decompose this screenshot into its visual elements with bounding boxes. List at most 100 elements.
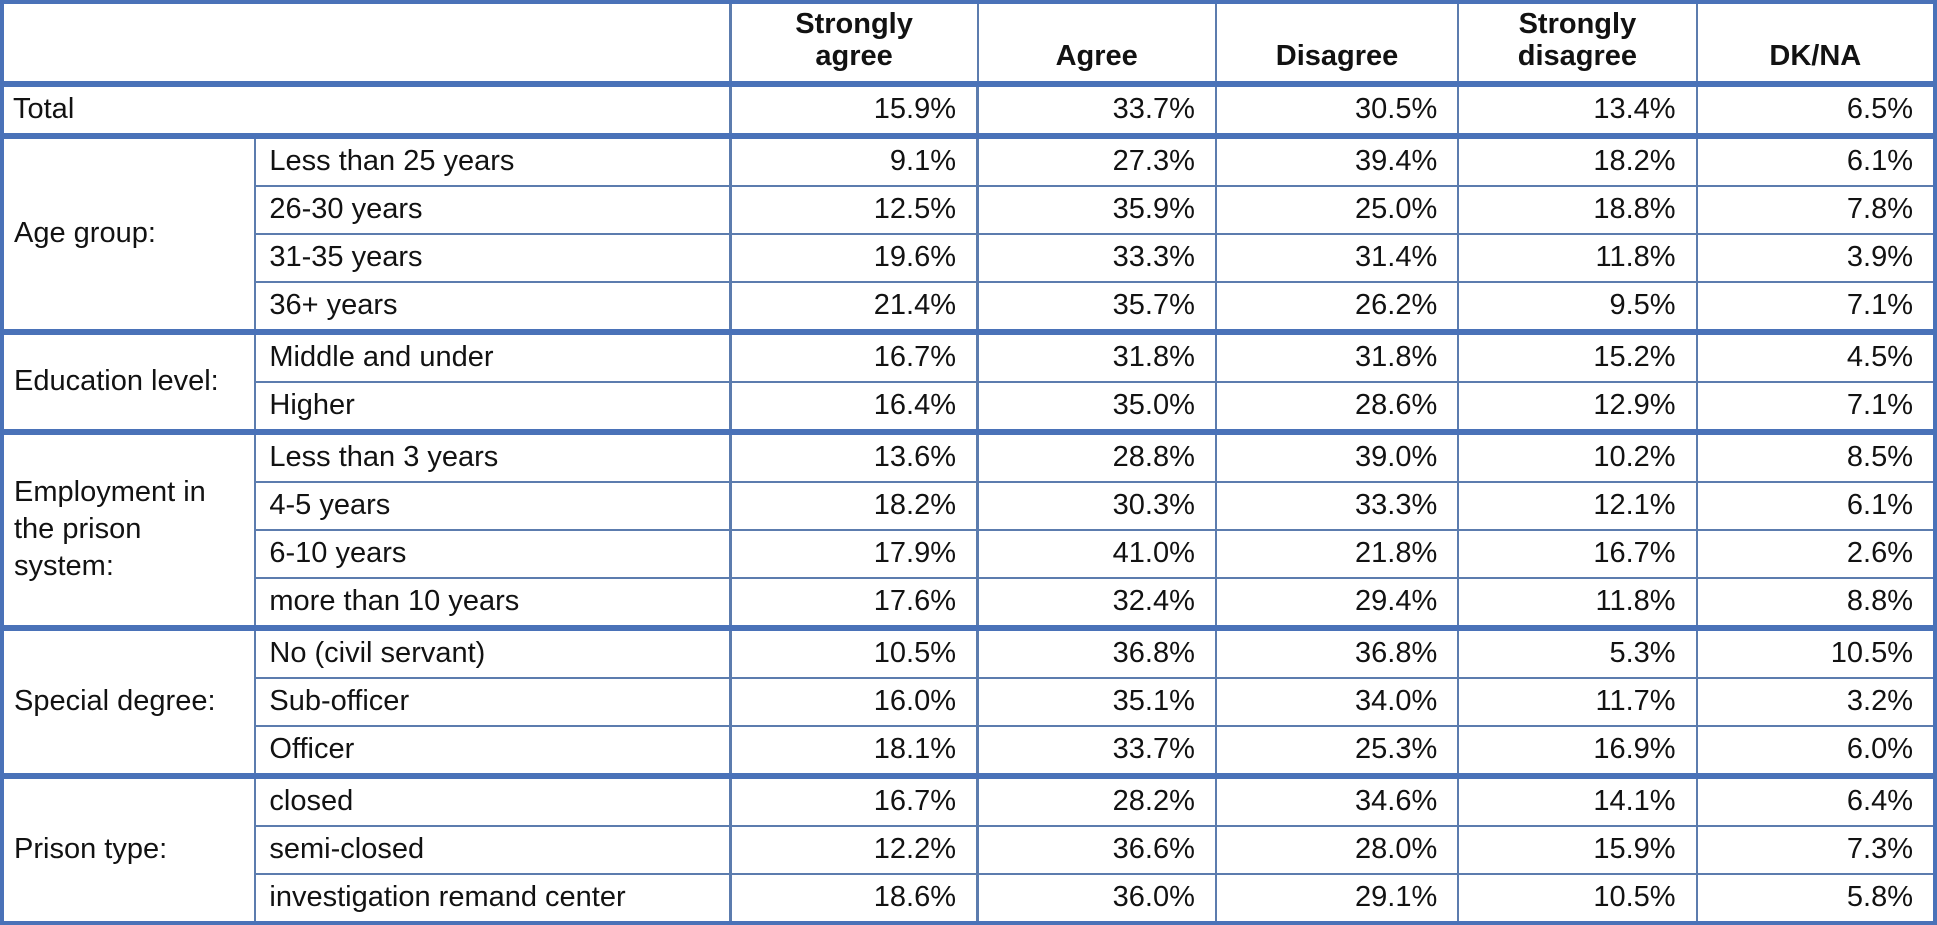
table-row: Education level: Middle and under 16.7% 31.… [0, 328, 1937, 433]
value-cell: 6.0% [1695, 724, 1937, 777]
table-row: more than 10 years 17.6% 32.4% 29.4% 11.8% 8.… [2, 576, 1937, 629]
value-cell: 16.9% [1457, 724, 1698, 777]
value-cell: 13.6% [728, 428, 980, 483]
row-label: closed [254, 772, 732, 827]
row-label: Middle and under [254, 328, 732, 383]
value-cell: 35.1% [976, 676, 1217, 727]
table-row: semi-closed 12.2% 36.6% 28.0% 15.9% 7.3% [2, 824, 1937, 875]
value-cell: 19.6% [728, 232, 980, 283]
column-header: Agree [976, 0, 1217, 87]
value-cell: 5.8% [1695, 872, 1937, 924]
value-cell: 34.6% [1214, 772, 1460, 827]
table-row: Officer 18.1% 33.7% 25.3% 16.9% 6.0% [2, 724, 1937, 777]
group-label: Prison type: [0, 772, 257, 924]
table-row: 6-10 years 17.9% 41.0% 21.8% 16.7% 2.6% [2, 528, 1937, 579]
group-label: Special degree: [0, 624, 257, 777]
value-cell: 12.5% [728, 184, 980, 235]
column-header: Disagree [1214, 0, 1460, 87]
value-cell: 29.1% [1214, 872, 1460, 924]
value-cell: 10.5% [728, 624, 980, 679]
value-cell: 7.3% [1695, 824, 1937, 875]
value-cell: 31.4% [1214, 232, 1460, 283]
value-cell: 27.3% [976, 132, 1217, 187]
table-row: Age group: Less than 25 years 9.1% 27.3% 39.… [0, 132, 1937, 333]
value-cell: 8.8% [1695, 576, 1937, 629]
value-cell: 10.2% [1457, 428, 1698, 483]
table-row: Sub-officer 16.0% 35.1% 34.0% 11.7% 3.2% [2, 676, 1937, 727]
value-cell: 9.5% [1457, 280, 1698, 333]
table-row: Higher 16.4% 35.0% 28.6% 12.9% 7.1% [2, 380, 1937, 433]
value-cell: 25.3% [1214, 724, 1460, 777]
value-cell: 5.3% [1457, 624, 1698, 679]
value-cell: 36.0% [976, 872, 1217, 924]
row-label: Less than 3 years [254, 428, 732, 483]
value-cell: 6.1% [1695, 132, 1937, 187]
value-cell: 16.0% [728, 676, 980, 727]
value-cell: 28.8% [976, 428, 1217, 483]
table-row: 31-35 years 19.6% 33.3% 31.4% 11.8% 3.9% [2, 232, 1937, 283]
value-cell: 6.1% [1695, 480, 1937, 531]
table-row: Special degree: No (civil servant) 10.5% 36… [0, 624, 1937, 777]
value-cell: 13.4% [1457, 80, 1698, 137]
row-label: Higher [254, 380, 732, 433]
row-label: semi-closed [254, 824, 732, 875]
table-row: 4-5 years 18.2% 30.3% 33.3% 12.1% 6.1% [2, 480, 1937, 531]
value-cell: 26.2% [1214, 280, 1460, 333]
row-label: 31-35 years [254, 232, 732, 283]
column-header: Strongly agree [729, 0, 979, 87]
value-cell: 28.2% [976, 772, 1217, 827]
value-cell: 9.1% [728, 132, 980, 187]
column-header: Strongly disagree [1457, 0, 1698, 87]
value-cell: 16.7% [1457, 528, 1698, 579]
value-cell: 16.7% [728, 772, 980, 827]
value-cell: 35.9% [976, 184, 1217, 235]
value-cell: 17.6% [728, 576, 980, 629]
row-label: 4-5 years [254, 480, 732, 531]
value-cell: 16.4% [728, 380, 980, 433]
value-cell: 33.7% [976, 80, 1217, 137]
column-header: DK/NA [1695, 0, 1937, 87]
value-cell: 8.5% [1695, 428, 1937, 483]
value-cell: 10.5% [1457, 872, 1698, 924]
value-cell: 18.2% [1457, 132, 1698, 187]
value-cell: 35.7% [976, 280, 1217, 333]
table-row: 36+ years 21.4% 35.7% 26.2% 9.5% 7.1% [2, 280, 1937, 333]
value-cell: 10.5% [1695, 624, 1937, 679]
value-cell: 30.5% [1214, 80, 1460, 137]
value-cell: 21.8% [1214, 528, 1460, 579]
corner-cell [0, 0, 732, 87]
row-label: Less than 25 years [254, 132, 732, 187]
value-cell: 11.7% [1457, 676, 1698, 727]
row-label: No (civil servant) [254, 624, 732, 679]
value-cell: 21.4% [728, 280, 980, 333]
row-label: Sub-officer [254, 676, 732, 727]
value-cell: 18.8% [1457, 184, 1698, 235]
value-cell: 32.4% [976, 576, 1217, 629]
value-cell: 12.2% [728, 824, 980, 875]
value-cell: 34.0% [1214, 676, 1460, 727]
value-cell: 16.7% [728, 328, 980, 383]
value-cell: 30.3% [976, 480, 1217, 531]
value-cell: 12.1% [1457, 480, 1698, 531]
group-label: Education level: [0, 328, 257, 433]
table-row: Employment in the prison system: Less tha… [0, 428, 1937, 629]
value-cell: 7.8% [1695, 184, 1937, 235]
row-label: 26-30 years [254, 184, 732, 235]
value-cell: 11.8% [1457, 576, 1698, 629]
value-cell: 35.0% [976, 380, 1217, 433]
value-cell: 31.8% [976, 328, 1217, 383]
value-cell: 14.1% [1457, 772, 1698, 827]
table-header: Strongly agree Agree Disagree Strongly disa… [0, 0, 1937, 87]
value-cell: 17.9% [728, 528, 980, 579]
value-cell: 33.7% [976, 724, 1217, 777]
row-label-total: Total [0, 80, 732, 137]
row-label: 6-10 years [254, 528, 732, 579]
value-cell: 18.2% [728, 480, 980, 531]
value-cell: 15.9% [728, 80, 980, 137]
table-row-total: Total 15.9% 33.7% 30.5% 13.4% 6.5% [0, 80, 1937, 137]
row-label: Officer [254, 724, 732, 777]
value-cell: 36.8% [1214, 624, 1460, 679]
value-cell: 39.0% [1214, 428, 1460, 483]
table-row: investigation remand center 18.6% 36.0% 29.… [2, 872, 1937, 924]
